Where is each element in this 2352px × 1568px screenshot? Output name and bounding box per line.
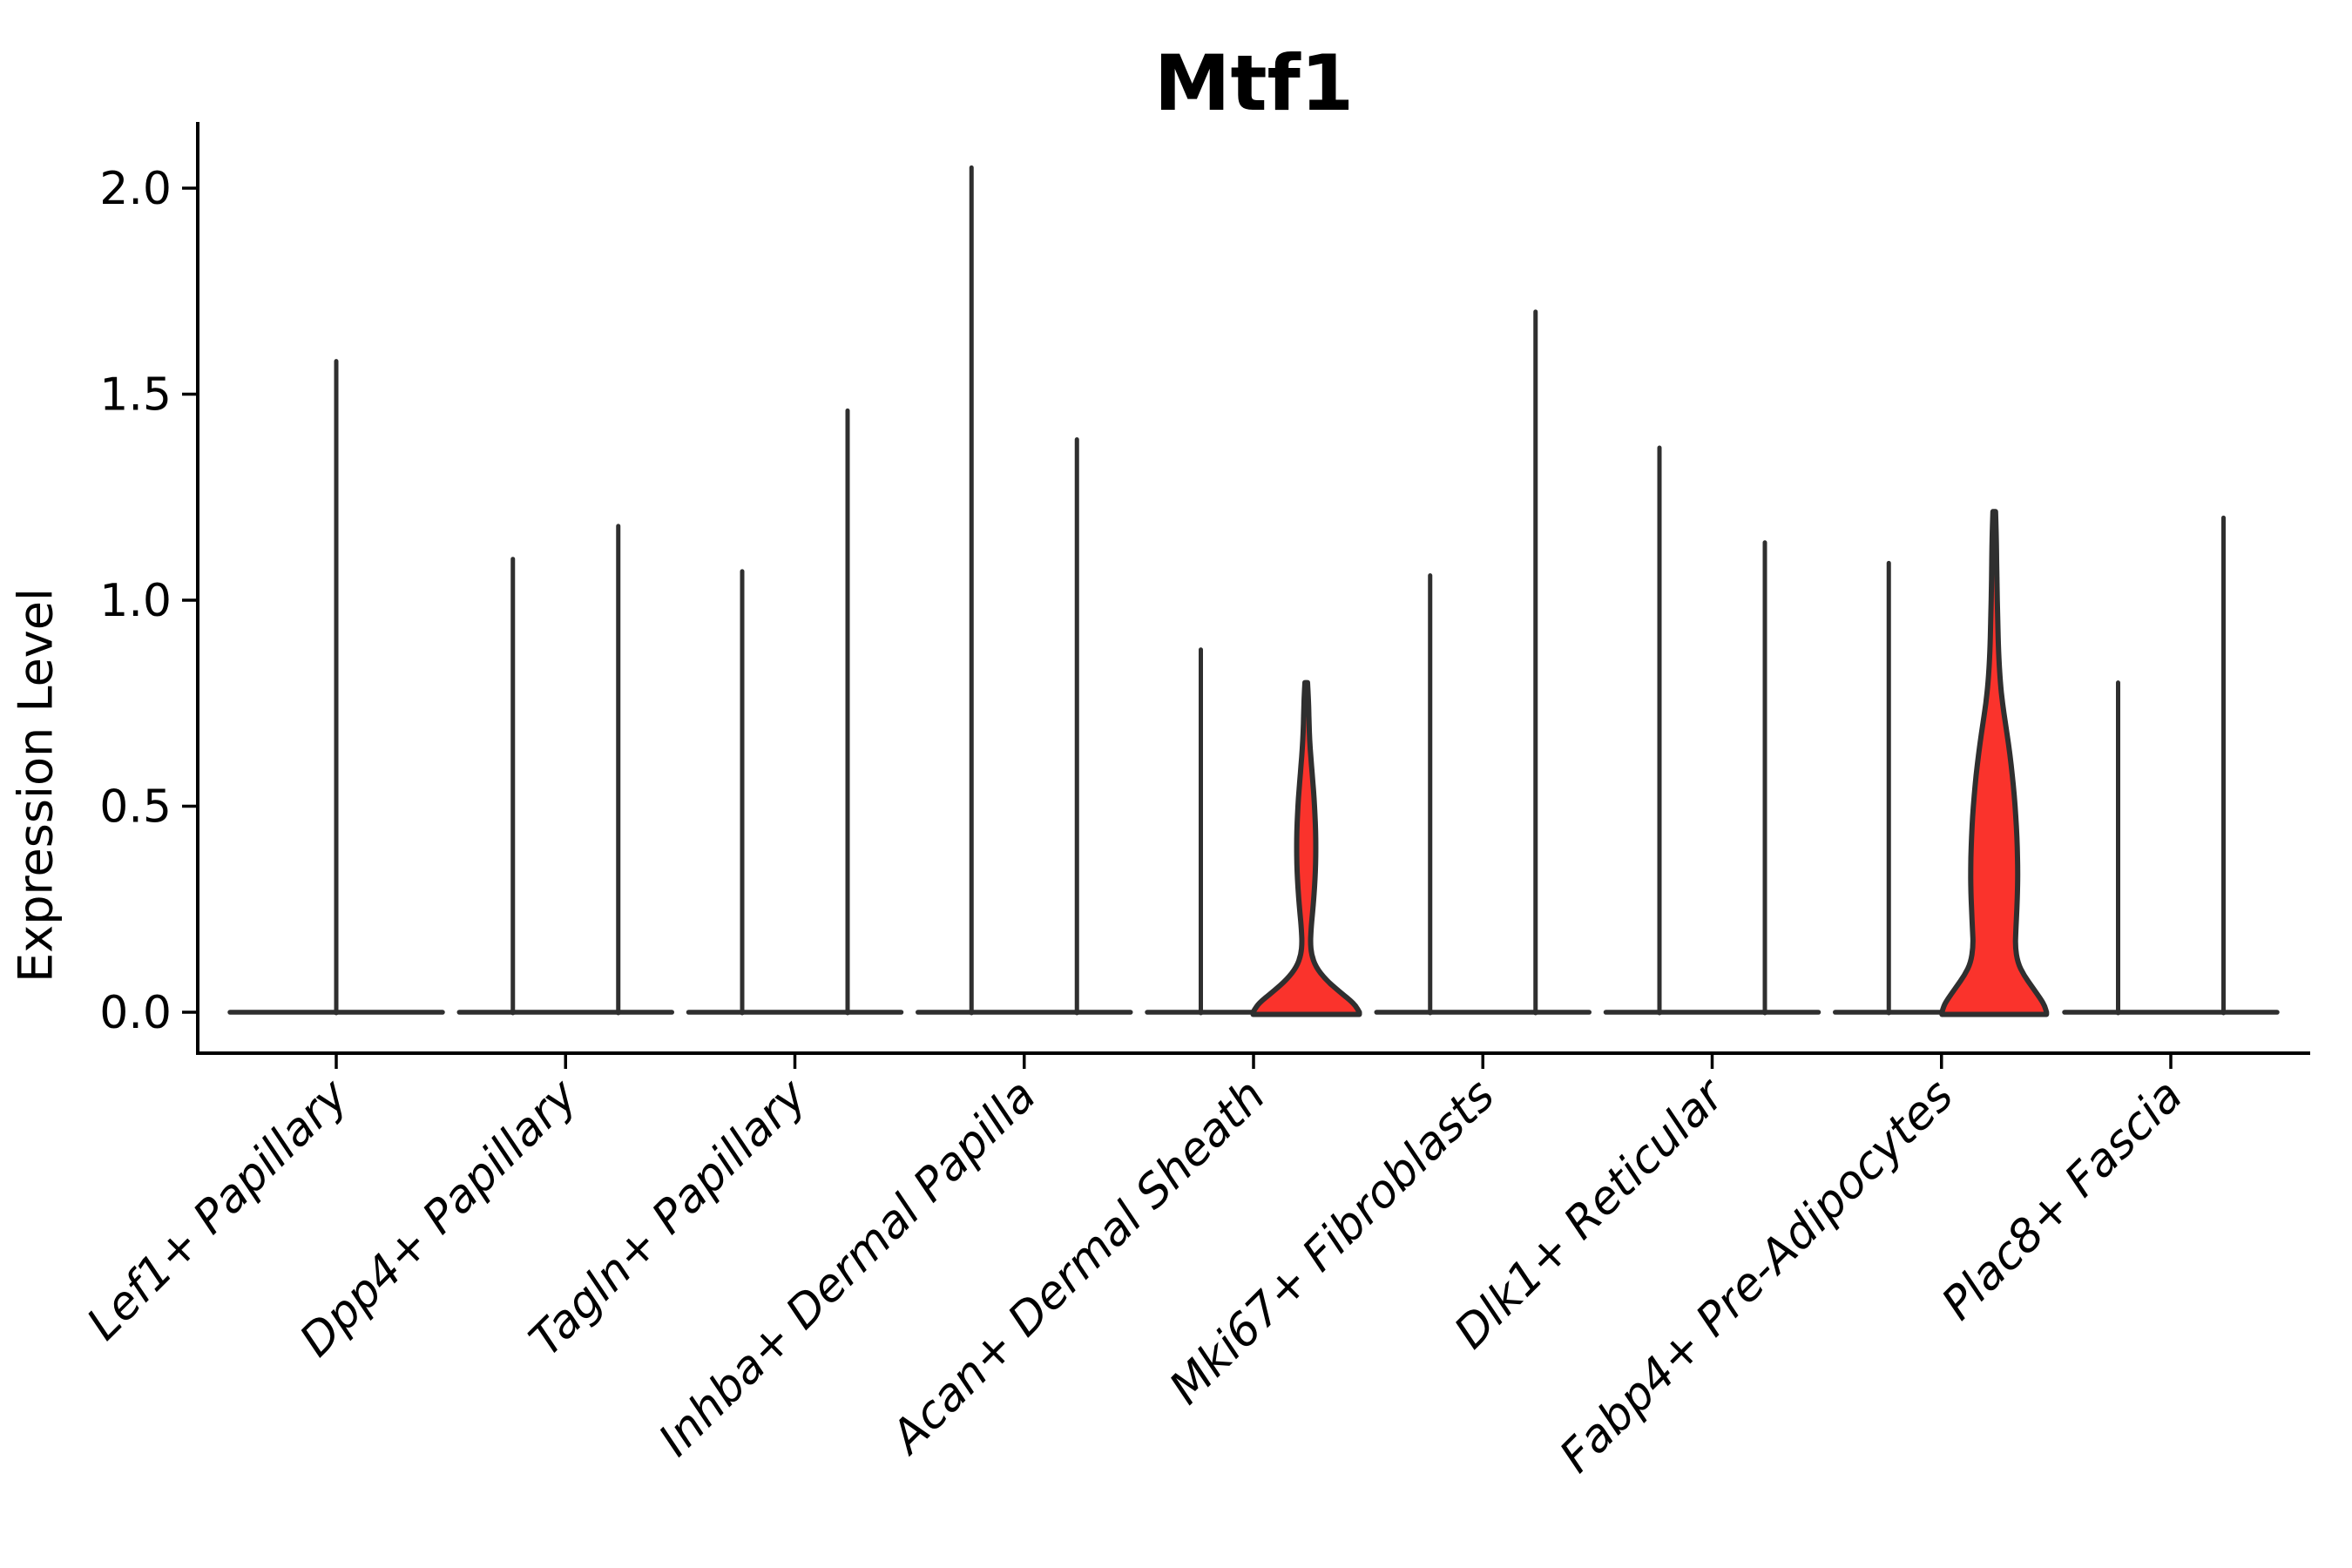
y-tick-label-1: 0.5: [99, 781, 172, 834]
y-tick-label-0: 0.0: [99, 987, 172, 1039]
x-category-label-4: Acan+ Dermal Sheath: [880, 1070, 1275, 1465]
x-category-label-7: Fabp4+ Pre-Adipocytes: [1550, 1070, 1963, 1484]
x-category-label-8: Plac8+ Fascia: [1932, 1070, 2193, 1330]
violin-body-4-right: [1250, 679, 1362, 1017]
y-tick-label-3: 1.5: [99, 369, 172, 422]
violin-body-7-right: [1939, 509, 2050, 1017]
y-tick-label-2: 1.0: [99, 575, 172, 627]
x-category-label-3: Inhba+ Dermal Papilla: [649, 1070, 1046, 1467]
y-tick-label-4: 2.0: [99, 163, 172, 215]
plot-title: Mtf1: [1153, 38, 1355, 128]
